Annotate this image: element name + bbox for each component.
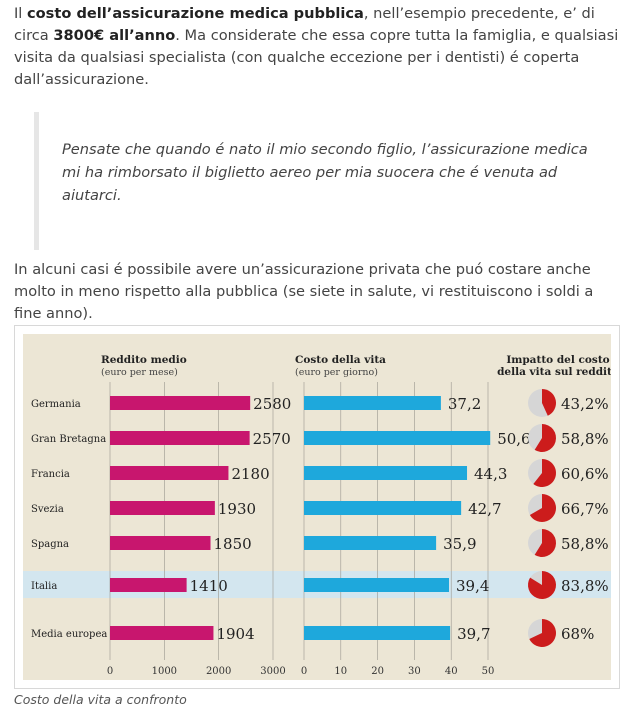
income-value-label: 2580: [253, 395, 291, 413]
impact-value-label: 43,2%: [561, 395, 609, 413]
impact-value-label: 58,8%: [561, 430, 609, 448]
income-bar: [110, 626, 214, 640]
blockquote-text: Pensate che quando é nato il mio secondo…: [62, 141, 588, 204]
income-value-label: 2180: [231, 465, 269, 483]
impact-value-label: 66,7%: [561, 500, 609, 518]
impact-value-label: 68%: [561, 625, 594, 643]
cost-of-living-chart: 0 1000 2000 3000 0 10 20 30 40 50 Germania 2580 37,…: [23, 334, 611, 680]
cost-axis-tick-label: 20: [371, 666, 384, 677]
impact-pie-slice: [529, 619, 556, 647]
cost-value-label: 44,3: [474, 465, 507, 483]
income-value-label: 2570: [253, 430, 291, 448]
cost-bar: [304, 396, 441, 410]
country-label: Gran Bretagna: [31, 434, 106, 445]
cost-value-label: 35,9: [443, 535, 476, 553]
cost-bar: [304, 578, 449, 592]
cost-axis-tick-label: 10: [334, 666, 347, 677]
country-label: Germania: [31, 399, 81, 410]
country-label: Francia: [31, 469, 70, 480]
cost-value-label: 39,4: [456, 577, 489, 595]
impact-pie-slice: [529, 494, 557, 522]
cost-value-label: 39,7: [457, 625, 490, 643]
impact-header-line2: della vita sul reddito: [497, 366, 611, 378]
income-bar: [110, 578, 187, 592]
income-bar: [110, 466, 229, 480]
impact-header-line1: Impatto del costo: [506, 354, 609, 366]
p1-text-d: . Ma considerate che essa copre tutta la…: [14, 27, 619, 88]
cost-axis-tick-label: 30: [408, 666, 421, 677]
income-value-label: 1930: [218, 500, 256, 518]
income-bar: [110, 501, 215, 515]
impact-pie-slice: [533, 459, 556, 487]
cost-value-label: 42,7: [468, 500, 501, 518]
income-subheader: (euro per mese): [101, 367, 178, 378]
impact-pie-slice: [542, 389, 556, 416]
income-axis-tick-label: 3000: [260, 666, 285, 677]
cost-value-label: 37,2: [448, 395, 481, 413]
chart-figure: 0 1000 2000 3000 0 10 20 30 40 50 Germania 2580 37,…: [14, 325, 620, 689]
p1-text-c: , nell’esempio precedente, e’ di circa: [14, 5, 595, 44]
country-label: Italia: [31, 581, 57, 592]
impact-value-label: 60,6%: [561, 465, 609, 483]
p1-bold-1: costo dell’assicurazione medica pubblica: [27, 5, 364, 22]
impact-pie-slice: [528, 571, 557, 599]
income-value-label: 1410: [190, 577, 228, 595]
article-paragraph-2: In alcuni casi é possibile avere un’assi…: [14, 261, 594, 322]
impact-value-label: 58,8%: [561, 535, 609, 553]
income-axis-tick-label: 2000: [206, 666, 231, 677]
cost-bar: [304, 536, 437, 550]
country-label: Spagna: [31, 539, 69, 550]
income-value-label: 1904: [216, 625, 254, 643]
cost-header: Costo della vita: [295, 354, 386, 366]
income-bar: [110, 396, 251, 410]
figure-caption: Costo della vita a confronto: [14, 692, 187, 707]
cost-bar: [304, 431, 491, 445]
article-paragraph-1: Il costo dell’assicurazione medica pubbl…: [14, 3, 620, 91]
cost-bar: [304, 501, 462, 515]
cost-axis-tick-label: 40: [445, 666, 458, 677]
blockquote-border: [34, 112, 39, 250]
cost-axis-tick-label: 50: [482, 666, 495, 677]
cost-axis-tick-label: 0: [301, 666, 307, 677]
impact-value-label: 83,8%: [561, 577, 609, 595]
cost-value-label: 50,6: [497, 430, 530, 448]
income-header: Reddito medio: [101, 354, 187, 366]
income-axis-tick-label: 1000: [152, 666, 177, 677]
income-bar: [110, 536, 211, 550]
income-value-label: 1850: [214, 535, 252, 553]
cost-bar: [304, 626, 451, 640]
impact-pie-slice: [534, 529, 557, 557]
cost-subheader: (euro per giorno): [295, 367, 378, 378]
country-label: Svezia: [31, 504, 64, 515]
p1-text-a: Il: [14, 5, 27, 22]
p1-bold-2: 3800€ all’anno: [53, 27, 176, 44]
income-axis-tick-label: 0: [107, 666, 113, 677]
income-bar: [110, 431, 250, 445]
impact-pie-slice: [534, 424, 557, 452]
country-label: Media europea: [31, 629, 107, 640]
cost-bar: [304, 466, 468, 480]
